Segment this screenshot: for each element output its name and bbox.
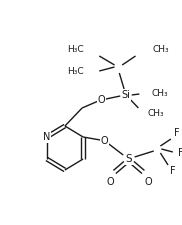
Text: CH₃: CH₃ <box>148 108 165 117</box>
Text: Si: Si <box>122 90 130 100</box>
Text: CH₃: CH₃ <box>153 45 169 54</box>
Text: CH₃: CH₃ <box>152 88 168 97</box>
Text: F: F <box>170 166 176 176</box>
Text: O: O <box>144 177 152 187</box>
Text: F: F <box>178 148 182 158</box>
Text: O: O <box>100 136 108 146</box>
Text: O: O <box>97 95 105 105</box>
Text: S: S <box>126 154 132 164</box>
Text: F: F <box>174 128 179 138</box>
Text: H₃C: H₃C <box>67 45 84 54</box>
Text: H₃C: H₃C <box>67 68 84 76</box>
Text: O: O <box>106 177 114 187</box>
Text: N: N <box>43 132 50 142</box>
